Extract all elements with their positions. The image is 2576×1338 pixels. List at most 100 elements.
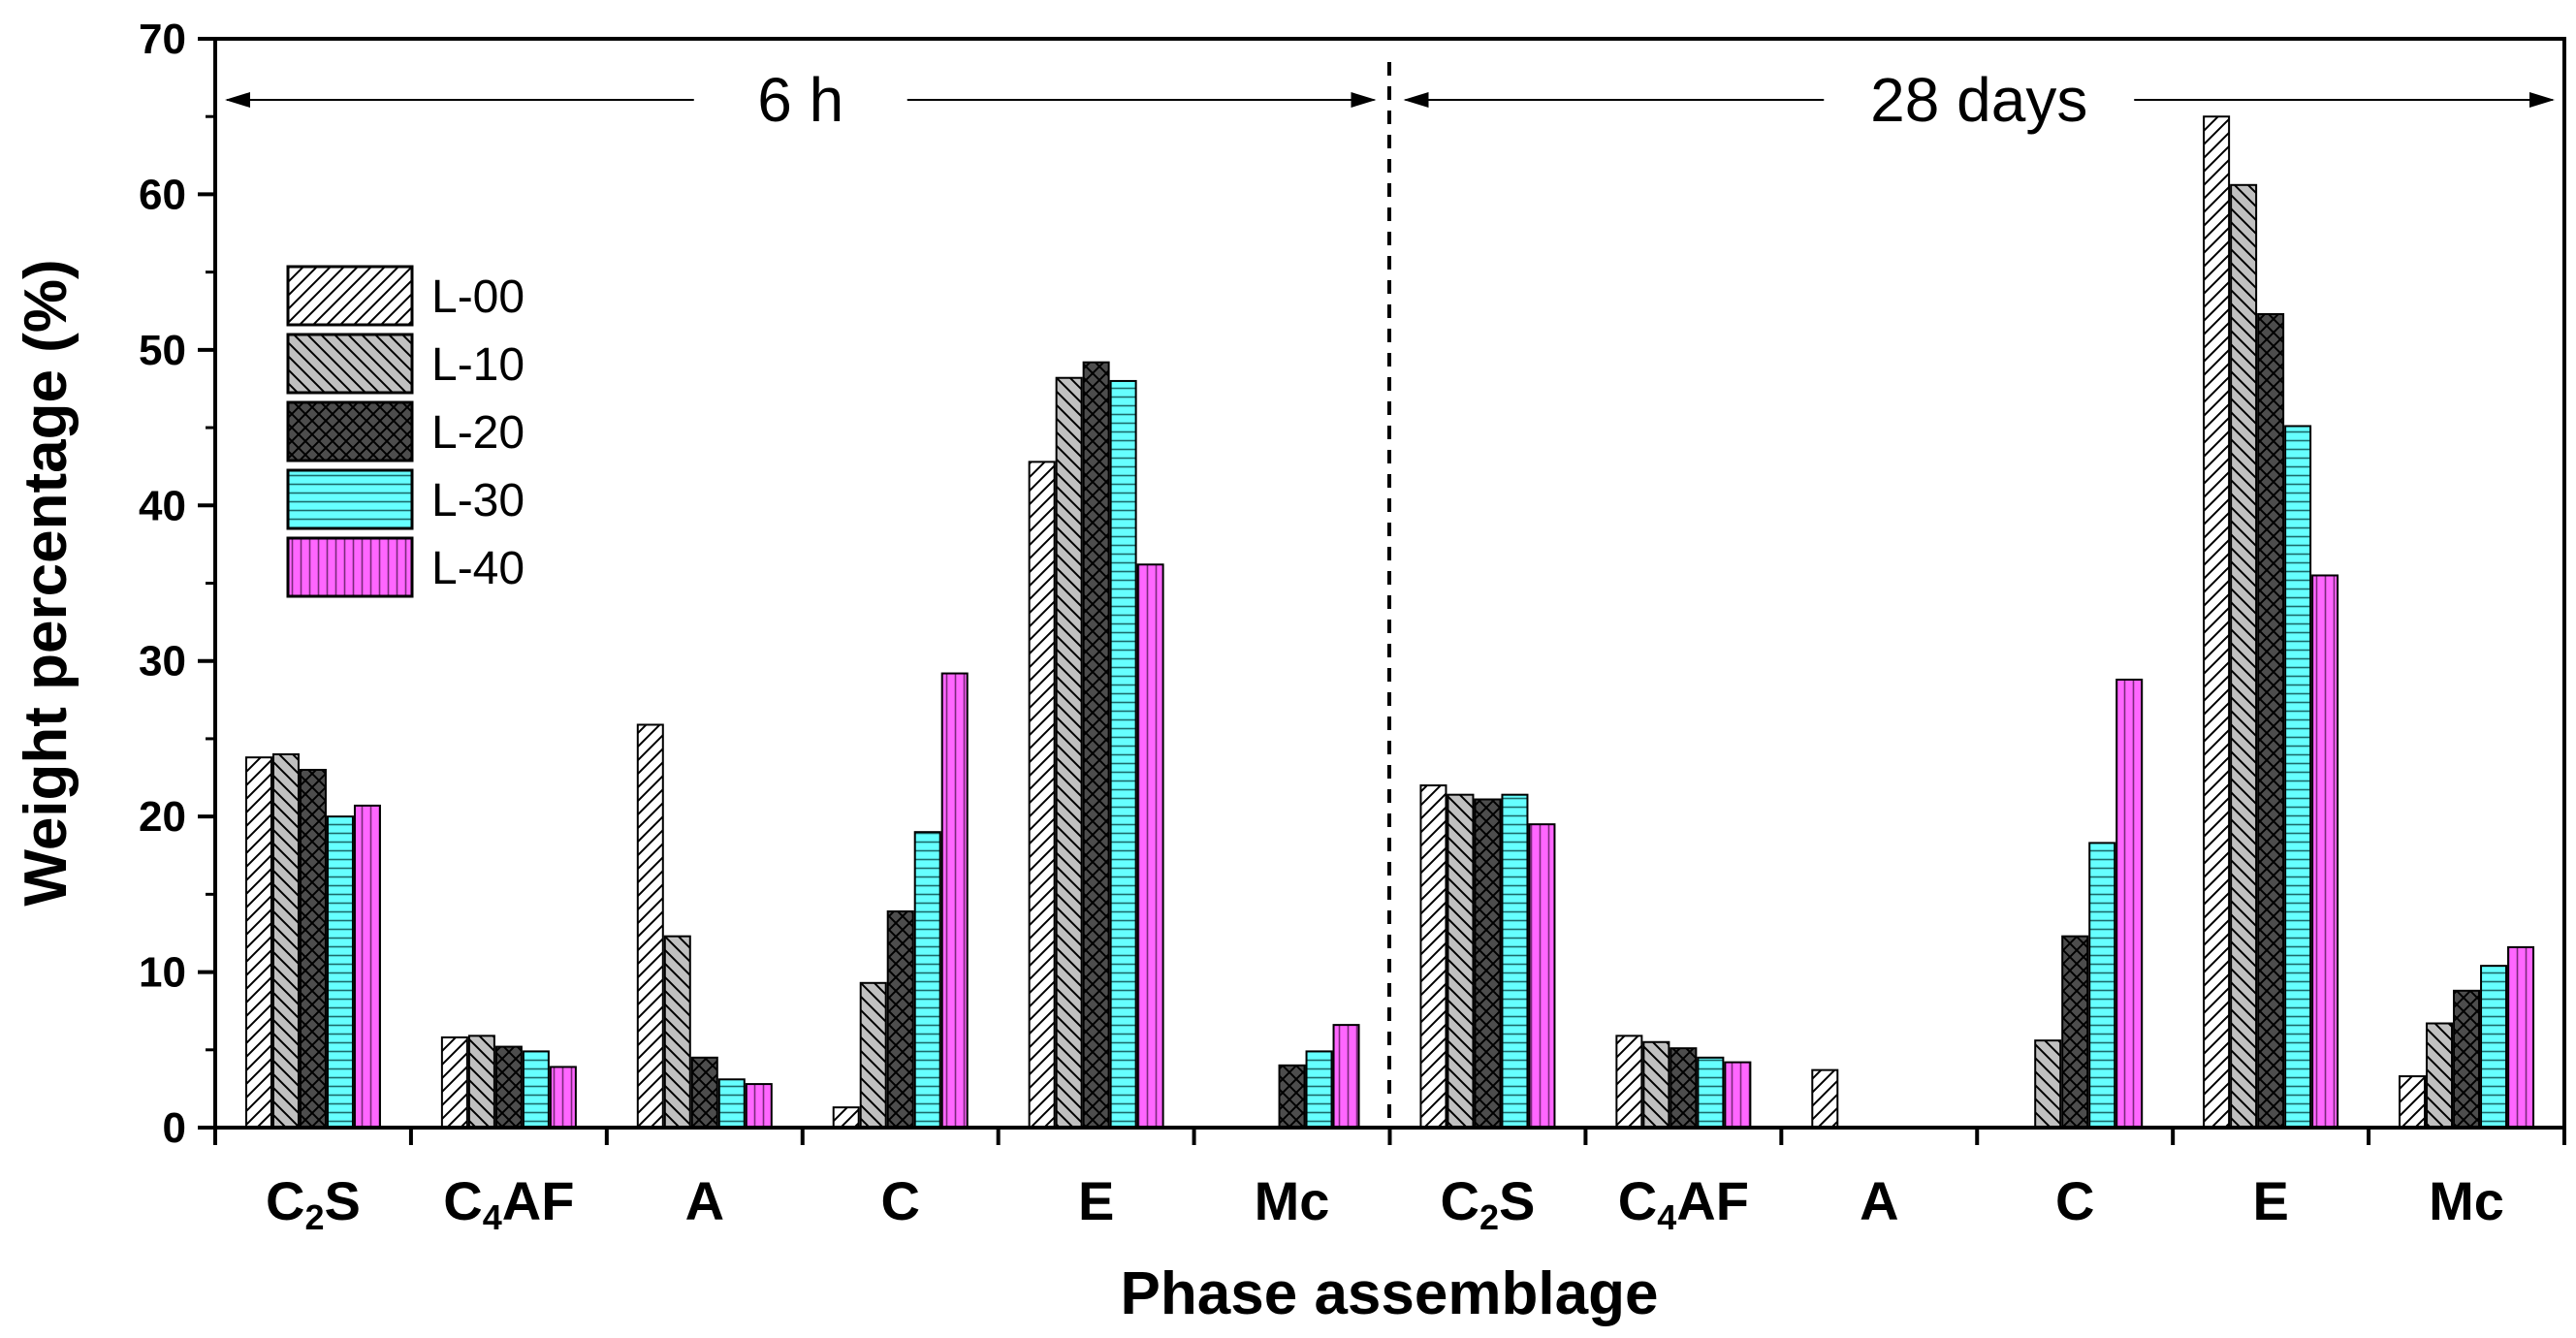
bar-l-10-11 [2426, 1022, 2454, 1129]
bar-l-40-0 [353, 804, 381, 1129]
bar-l-20-1 [494, 1045, 523, 1130]
bar-l-00-2 [636, 723, 664, 1129]
bar-l-40-7 [1724, 1061, 1752, 1129]
bar-l-20-5 [1278, 1064, 1306, 1130]
bar-l-40-6 [1528, 823, 1556, 1130]
legend-label: L-10 [431, 339, 525, 391]
y-tick-label: 50 [139, 327, 186, 374]
bar-l-20-4 [1082, 361, 1110, 1130]
period-label: 28 days [1870, 65, 2087, 135]
bar-l-10-10 [2230, 183, 2258, 1129]
legend-swatch-l-30 [286, 468, 414, 530]
x-tick-label-base: C [443, 1170, 482, 1231]
x-tick-label-base: E [1078, 1170, 1114, 1231]
x-tick-label: C4AF [443, 1170, 574, 1237]
bar-l-20-9 [2061, 935, 2089, 1129]
bar-l-40-10 [2311, 574, 2339, 1129]
y-tick-label: 60 [139, 171, 186, 218]
y-tick-label: 70 [139, 16, 186, 63]
legend-swatch-l-20 [286, 400, 414, 462]
legend-label: L-40 [431, 543, 525, 594]
y-tick-label: 40 [139, 482, 186, 529]
bar-l-10-2 [663, 935, 691, 1129]
bar-l-10-7 [1642, 1040, 1670, 1129]
x-tick-label-base: A [1860, 1170, 1898, 1231]
y-ticks: 0 10 20 30 40 50 60 70 [139, 16, 215, 1152]
bar-l-20-2 [690, 1056, 718, 1129]
bar-l-10-1 [467, 1035, 495, 1130]
x-tick-label: C [2055, 1170, 2094, 1231]
legend-label: L-30 [431, 475, 525, 526]
y-tick-label: 10 [139, 949, 186, 997]
arrowhead-left [225, 92, 250, 108]
bar-l-20-11 [2453, 989, 2481, 1130]
bar-l-30-2 [717, 1078, 746, 1129]
period-label: 6 h [757, 65, 843, 135]
legend-label: L-20 [431, 407, 525, 459]
bar-l-30-9 [2088, 842, 2116, 1129]
x-tick-label: C2S [1441, 1170, 1536, 1237]
bar-l-30-5 [1305, 1050, 1333, 1130]
x-tick-label: Mc [1255, 1170, 1330, 1231]
x-tick-label-sub: 2 [1479, 1197, 1499, 1237]
y-tick-label: 20 [139, 793, 186, 841]
bar-l-30-3 [913, 831, 941, 1130]
x-axis-title: Phase assemblage [1121, 1260, 1659, 1327]
y-tick-label: 30 [139, 638, 186, 685]
x-tick-label: A [1860, 1170, 1898, 1231]
bar-l-40-4 [1136, 563, 1164, 1129]
legend-swatch-l-10 [286, 333, 414, 395]
bar-l-30-7 [1697, 1056, 1725, 1129]
x-tick-label-base: C [1618, 1170, 1657, 1231]
x-tick-label: A [685, 1170, 724, 1231]
x-tick-label-rest: S [1499, 1170, 1535, 1231]
x-tick-label: Mc [2429, 1170, 2504, 1231]
legend-swatch-l-00 [286, 265, 414, 327]
bar-l-00-8 [1811, 1068, 1839, 1130]
x-tick-label-base: C [1441, 1170, 1479, 1231]
arrowhead-left [1403, 92, 1429, 108]
bar-l-30-10 [2284, 425, 2312, 1129]
bar-l-40-11 [2507, 945, 2535, 1129]
bar-l-30-1 [522, 1050, 550, 1130]
bar-l-20-7 [1670, 1047, 1698, 1129]
x-tick-label: C4AF [1618, 1170, 1749, 1237]
bar-l-10-0 [271, 752, 300, 1129]
arrowhead-right [2529, 92, 2555, 108]
x-tick-label: C [880, 1170, 919, 1231]
period-annotations: 6 h 28 days [225, 65, 2555, 135]
x-tick-label-sub: 4 [483, 1197, 502, 1237]
x-tick-label-base: A [685, 1170, 724, 1231]
bar-l-20-6 [1474, 798, 1502, 1129]
bar-l-00-6 [1419, 784, 1447, 1129]
bar-l-40-1 [549, 1066, 577, 1130]
bar-l-00-11 [2399, 1075, 2427, 1130]
legend-swatch-l-40 [286, 536, 414, 598]
bar-l-10-6 [1447, 793, 1475, 1129]
x-tick-label-base: C [266, 1170, 304, 1231]
bar-l-30-0 [326, 815, 354, 1130]
bar-l-10-3 [859, 981, 887, 1130]
x-tick-label: E [2252, 1170, 2288, 1231]
x-tick-label: C2S [266, 1170, 361, 1237]
bar-l-40-9 [2115, 678, 2144, 1129]
bar-l-00-7 [1615, 1035, 1643, 1130]
bar-l-40-2 [745, 1083, 773, 1129]
x-tick-label-sub: 4 [1657, 1197, 1676, 1237]
bar-l-10-4 [1055, 376, 1083, 1129]
bar-l-00-0 [244, 756, 272, 1129]
bar-l-00-1 [440, 1035, 468, 1129]
bar-l-20-3 [886, 910, 914, 1129]
bar-l-00-3 [832, 1106, 860, 1130]
y-tick-label: 0 [163, 1104, 186, 1152]
bar-l-20-10 [2257, 312, 2285, 1129]
bar-l-00-4 [1028, 461, 1056, 1129]
legend-label: L-00 [431, 271, 525, 323]
x-tick-label-base: E [2252, 1170, 2288, 1231]
x-tick-label-rest: AF [502, 1170, 575, 1231]
y-axis-title: Weight percentage (%) [13, 259, 80, 906]
bar-l-40-5 [1332, 1024, 1360, 1130]
x-tick-label-rest: S [325, 1170, 361, 1231]
bar-l-30-4 [1109, 379, 1137, 1129]
